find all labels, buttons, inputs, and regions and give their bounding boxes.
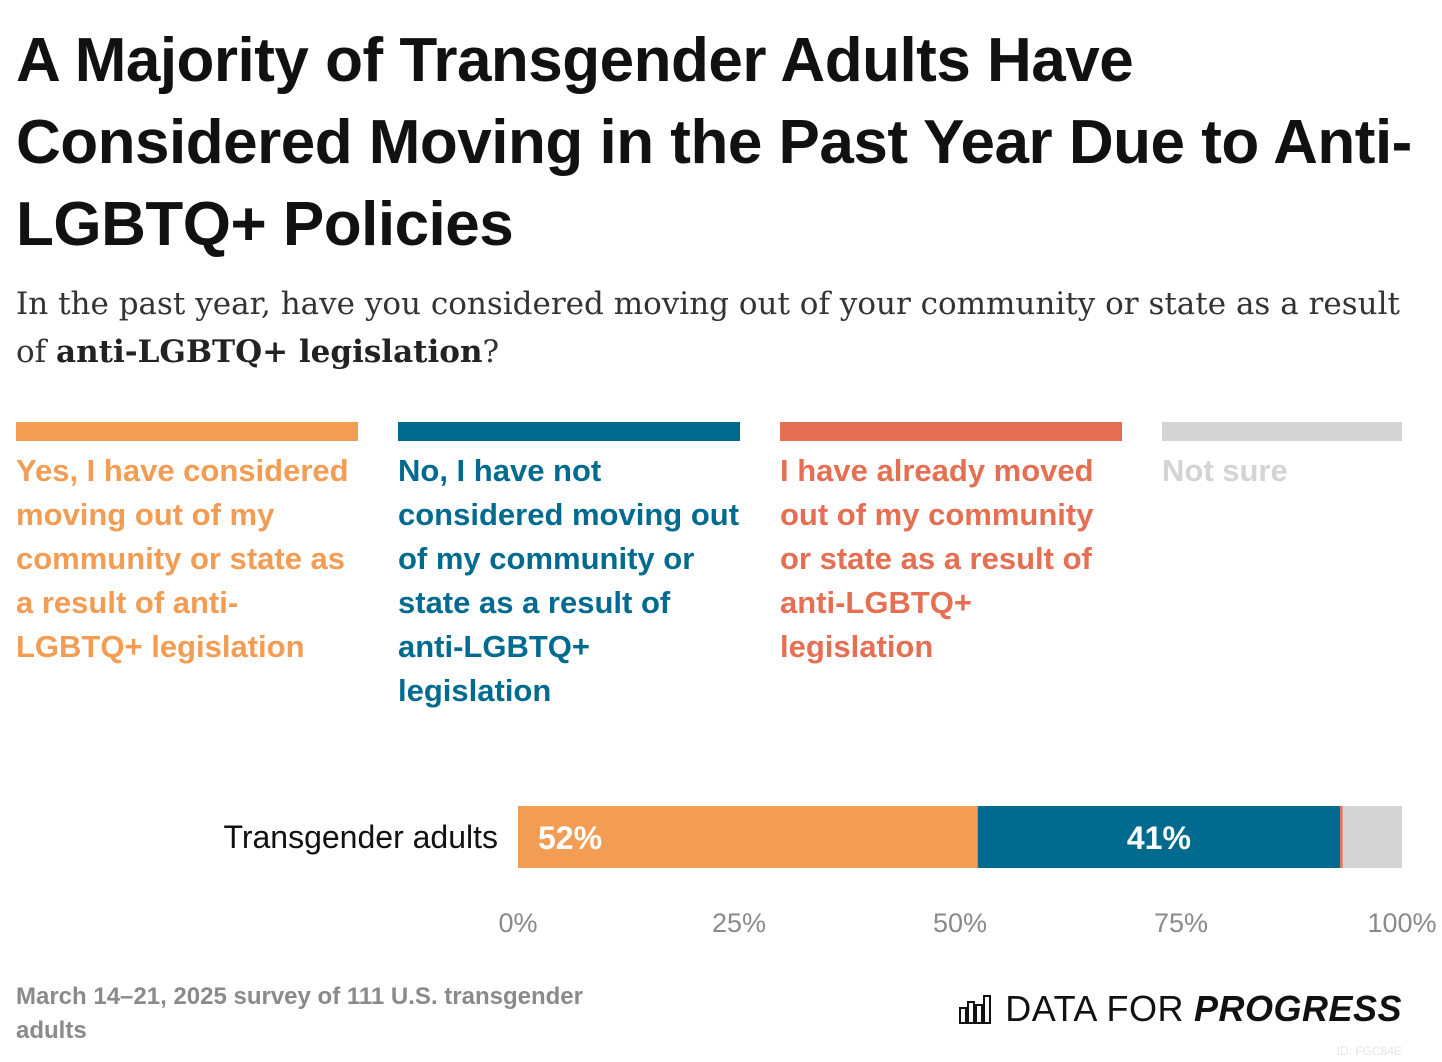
- brand-name-bold: PROGRESS: [1193, 988, 1402, 1029]
- legend-item-not-sure: Not sure: [1162, 422, 1402, 493]
- survey-note: March 14–21, 2025 survey of 111 U.S. tra…: [16, 983, 583, 1044]
- brand-logo: DATA FOR PROGRESS: [959, 988, 1402, 1030]
- legend-item-already-moved: I have already moved out of my community…: [780, 422, 1122, 669]
- legend-label-already-moved: I have already moved out of my community…: [780, 453, 1094, 664]
- x-tick-label-100: 100%: [1367, 908, 1436, 938]
- legend-swatch-already-moved: [780, 422, 1122, 441]
- bar-segment-4: [1342, 806, 1402, 868]
- x-tick-label-50: 50%: [933, 908, 987, 938]
- legend-item-yes: Yes, I have considered moving out of my …: [16, 422, 358, 669]
- legend-label-not-sure: Not sure: [1162, 453, 1288, 488]
- legend-swatch-not-sure: [1162, 422, 1402, 441]
- stacked-bar-chart: Transgender adults 52% 41% 0% 25% 50% 75% 100%: [223, 806, 1437, 938]
- chart-id: ID: FGC84E: [1336, 1044, 1402, 1058]
- bar-segment-3: [1340, 806, 1343, 868]
- bar-value-label-1: 52%: [538, 820, 602, 856]
- x-tick-label-25: 25%: [712, 908, 766, 938]
- legend-label-yes: Yes, I have considered moving out of my …: [16, 453, 349, 664]
- x-tick-label-0: 0%: [498, 908, 537, 938]
- subtitle-emphasis: anti-LGBTQ+ legislation: [56, 334, 483, 370]
- category-label: Transgender adults: [223, 819, 498, 855]
- bar-value-label-2: 41%: [1127, 820, 1191, 856]
- x-tick-label-75: 75%: [1154, 908, 1208, 938]
- legend-item-no: No, I have not considered moving out of …: [398, 422, 740, 713]
- legend-swatch-no: [398, 422, 740, 441]
- subtitle-end: ?: [482, 334, 500, 370]
- brand-name-regular: DATA FOR: [1005, 988, 1184, 1029]
- subtitle-text: In the past year, have you considered mo…: [16, 286, 1400, 370]
- chart-subtitle: In the past year, have you considered mo…: [16, 280, 1416, 376]
- legend-swatch-yes: [16, 422, 358, 441]
- bar-segment-2: [977, 806, 1341, 868]
- legend-label-no: No, I have not considered moving out of …: [398, 453, 740, 708]
- chart-title: A Majority of Transgender Adults Have Co…: [16, 26, 1412, 259]
- bar-chart-icon: [959, 995, 992, 1024]
- bar-segment-1: [518, 806, 978, 868]
